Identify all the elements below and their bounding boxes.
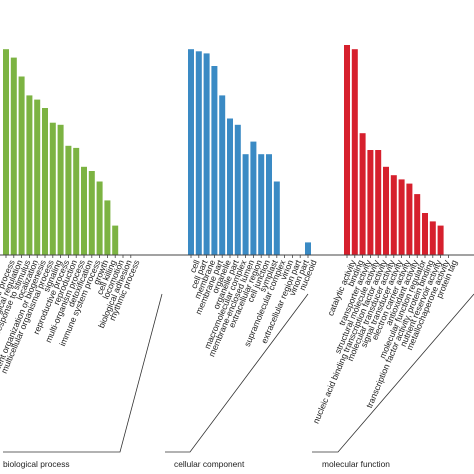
bar-cell-junction <box>258 154 265 255</box>
bar-organelle <box>219 95 226 256</box>
bar-reproductive-process <box>57 124 64 255</box>
bar-extracellular-region <box>250 141 257 255</box>
bar-reproduction <box>65 145 72 255</box>
bar-molecular-transducer-activity <box>383 166 389 255</box>
tick-label-cell: cell <box>187 258 201 274</box>
bar-metallochaperone-activity <box>437 225 444 255</box>
bar-localization <box>26 95 33 256</box>
bar-nucleoid <box>305 242 311 255</box>
bar-multi-organism-process <box>73 147 80 255</box>
bar-symplast <box>266 154 272 255</box>
bar-cellular-component-organization-or-biogenesis <box>34 99 41 255</box>
bar-locomotion <box>112 225 119 255</box>
bar-cell-part <box>195 51 202 255</box>
bar-macromolecular-complex <box>234 124 241 255</box>
bar-cell-killing <box>104 200 111 255</box>
group-label-cellular-component: cellular component <box>174 459 245 469</box>
bracket-biological-process <box>3 293 163 453</box>
bar-growth <box>96 181 103 255</box>
bar-molecular-function-regulator <box>414 194 421 255</box>
bar-electron-carrier-activity <box>398 179 405 255</box>
bar-catalytic-activity <box>344 45 350 255</box>
bracket-cellular-component <box>165 293 309 453</box>
bar-immune-system-process <box>88 171 95 255</box>
bar-biological-regulation <box>10 57 17 255</box>
bar-signaling <box>49 122 56 255</box>
bar-structural-molecule-activity <box>367 150 374 255</box>
bars-layer <box>3 45 444 256</box>
group-label-biological-process: biological process <box>3 459 70 469</box>
bar-nucleic-acid-binding-transcription-factor-activity <box>375 150 382 255</box>
bar-antioxidant-activity <box>406 183 413 255</box>
group-bracket-layer <box>3 293 474 453</box>
bar-detoxification <box>81 166 87 255</box>
bar-cell <box>188 49 194 256</box>
bar-organelle-part <box>227 118 233 255</box>
bar-multicellular-organismal-process <box>42 108 48 255</box>
bar-binding <box>351 49 358 256</box>
tick-layer <box>5 255 449 258</box>
bar-cellular-process <box>3 49 9 256</box>
bar-membrane <box>203 53 210 256</box>
bar-supramolecular-complex <box>273 181 280 255</box>
bracket-molecular-function <box>312 293 474 453</box>
bar-membrane-enclosed-lumen <box>242 154 249 255</box>
bar-transporter-activity <box>359 133 366 255</box>
bar-response-to-stimulus <box>18 76 25 255</box>
group-label-molecular-function: molecular function <box>322 459 390 469</box>
bar-signal-transducer-activity <box>390 175 397 255</box>
bar-membrane-part <box>211 66 218 255</box>
bar-nutrient-reservoir-activity <box>429 221 436 255</box>
bar-transcription-factor-activity-protein-binding <box>422 213 428 255</box>
